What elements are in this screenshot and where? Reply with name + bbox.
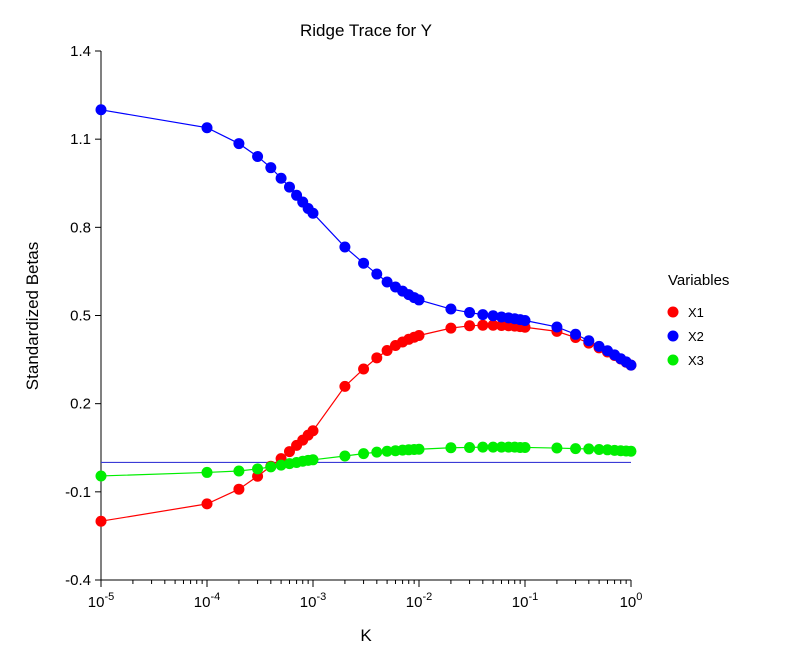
legend-label-x2: X2 xyxy=(688,329,704,344)
x-tick-label: 10-2 xyxy=(406,591,432,611)
data-point-x2 xyxy=(381,276,393,288)
data-point-x2 xyxy=(95,104,107,116)
y-tick-label: 0.5 xyxy=(70,308,91,325)
legend-marker-x2 xyxy=(667,330,679,342)
data-point-x2 xyxy=(487,310,499,322)
y-tick-label: 1.1 xyxy=(70,131,91,148)
data-point-x1 xyxy=(371,352,383,364)
data-point-x2 xyxy=(477,309,489,321)
y-tick-label: 0.8 xyxy=(70,219,91,236)
data-point-x1 xyxy=(464,320,476,332)
y-tick-label: -0.4 xyxy=(65,572,91,589)
data-point-x2 xyxy=(201,122,213,134)
data-point-x2 xyxy=(307,207,319,219)
y-tick-label: -0.1 xyxy=(65,484,91,501)
data-point-x2 xyxy=(252,151,264,163)
data-point-x3 xyxy=(519,441,531,453)
data-point-x1 xyxy=(233,483,245,495)
data-point-x2 xyxy=(265,162,277,174)
data-point-x1 xyxy=(307,425,319,437)
x-tick-label: 10-4 xyxy=(194,591,220,611)
data-point-x3 xyxy=(625,445,637,457)
data-point-x2 xyxy=(551,321,563,333)
data-point-x3 xyxy=(265,461,277,473)
data-point-x1 xyxy=(201,498,213,510)
data-point-x3 xyxy=(358,448,370,460)
data-point-x1 xyxy=(95,515,107,527)
y-tick-label: 1.4 xyxy=(70,43,91,60)
legend-marker-x3 xyxy=(667,354,679,366)
legend-marker-x1 xyxy=(667,306,679,318)
x-tick-label: 10-5 xyxy=(88,591,114,611)
data-point-x3 xyxy=(413,443,425,455)
data-point-x2 xyxy=(413,294,425,306)
data-point-x2 xyxy=(464,307,476,319)
legend: Variables X1 X2 X3 xyxy=(667,272,729,368)
data-point-x3 xyxy=(307,454,319,466)
data-point-x2 xyxy=(283,181,295,193)
data-point-x2 xyxy=(445,303,457,315)
data-point-x3 xyxy=(381,445,393,457)
data-point-x3 xyxy=(201,466,213,478)
data-point-x3 xyxy=(371,446,383,458)
x-tick-label: 100 xyxy=(620,591,643,611)
data-point-x2 xyxy=(570,328,582,340)
data-point-x3 xyxy=(487,441,499,453)
data-point-x1 xyxy=(339,380,351,392)
data-point-x3 xyxy=(464,441,476,453)
series-line-x1 xyxy=(100,324,632,522)
data-point-x2 xyxy=(625,359,637,371)
data-point-x3 xyxy=(95,470,107,482)
data-point-x1 xyxy=(358,363,370,375)
data-point-x3 xyxy=(339,450,351,462)
data-point-x1 xyxy=(445,322,457,334)
data-point-x1 xyxy=(381,344,393,356)
y-axis-label: Standardized Betas xyxy=(23,242,42,390)
data-point-x3 xyxy=(593,444,605,456)
y-tick-label: 0.2 xyxy=(70,396,91,413)
data-point-x3 xyxy=(252,463,264,475)
data-point-x2 xyxy=(371,268,383,280)
plot-area: -0.4 -0.1 0.2 0.5 0.8 1.1 1.4 10-5 10-4 10-3 10-2 1… xyxy=(65,43,642,611)
data-point-x1 xyxy=(487,319,499,331)
legend-label-x3: X3 xyxy=(688,353,704,368)
data-point-x2 xyxy=(519,314,531,326)
data-point-x1 xyxy=(413,329,425,341)
data-point-x3 xyxy=(445,442,457,454)
legend-title: Variables xyxy=(668,272,729,289)
data-point-x3 xyxy=(275,459,287,471)
data-point-x3 xyxy=(570,443,582,455)
data-point-x2 xyxy=(233,138,245,150)
data-point-x1 xyxy=(477,319,489,331)
data-point-x2 xyxy=(339,241,351,253)
data-point-x2 xyxy=(593,340,605,352)
data-point-x2 xyxy=(358,257,370,269)
data-point-x2 xyxy=(583,335,595,347)
x-axis-label: K xyxy=(360,626,372,645)
x-tick-label: 10-3 xyxy=(300,591,326,611)
data-point-x3 xyxy=(477,441,489,453)
data-point-x2 xyxy=(275,172,287,184)
chart-title: Ridge Trace for Y xyxy=(300,21,432,40)
data-point-x3 xyxy=(551,442,563,454)
legend-label-x1: X1 xyxy=(688,305,704,320)
x-tick-label: 10-1 xyxy=(512,591,538,611)
data-point-x3 xyxy=(583,443,595,455)
data-point-x3 xyxy=(233,465,245,477)
data-point-x1 xyxy=(283,446,295,458)
